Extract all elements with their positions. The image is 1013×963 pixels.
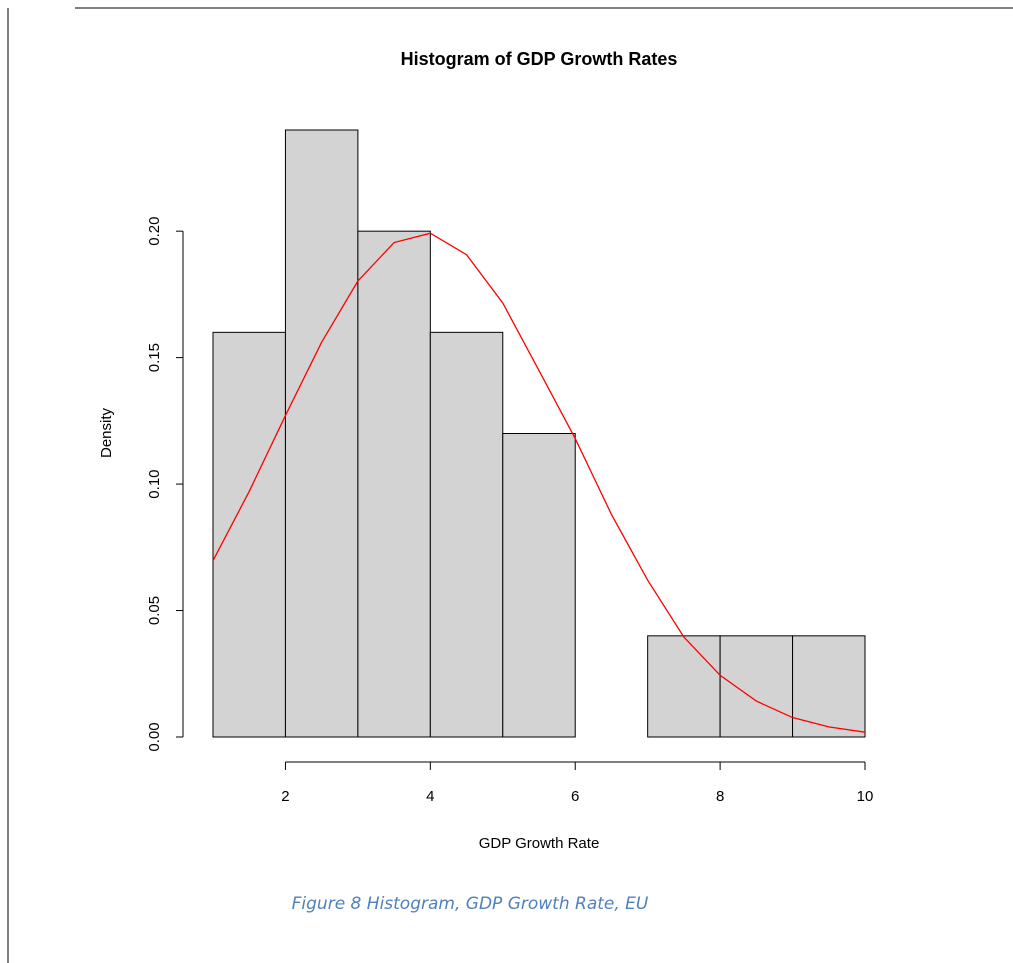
y-tick-label: 0.20 [146,217,163,246]
x-tick-label: 8 [716,788,724,805]
x-tick-label: 2 [281,788,289,805]
bar [429,331,504,738]
y-tick-label: 0.05 [146,596,163,625]
y-axis-label: Density [98,407,115,458]
bar [212,331,286,738]
bar [792,635,866,738]
y-tick-label: 0.10 [146,469,163,498]
bar [357,230,431,738]
bar [502,433,576,738]
bar [284,129,359,738]
y-tick-label: 0.15 [146,343,163,372]
bar [719,635,794,738]
chart-title: Histogram of GDP Growth Rates [401,49,678,69]
x-tick-label: 6 [571,788,579,805]
x-tick-label: 4 [426,788,434,805]
x-tick-label: 10 [857,788,874,805]
bar [647,635,721,738]
figure-caption: Figure 8 Histogram, GDP Growth Rate, EU [292,894,649,914]
y-tick-label: 0.00 [146,722,163,751]
density-curve [212,232,866,733]
x-axis-label: GDP Growth Rate [479,835,600,852]
